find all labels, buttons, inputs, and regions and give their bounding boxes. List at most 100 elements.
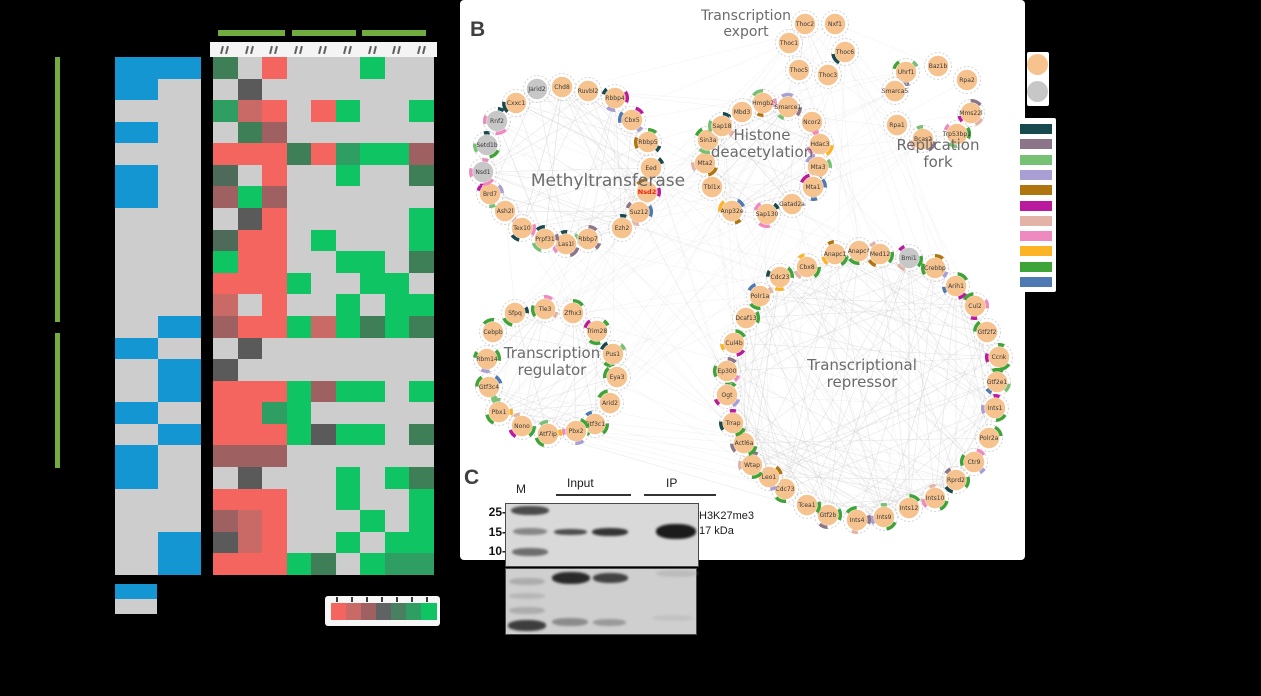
expression-heatmap-cell xyxy=(384,553,410,576)
arc-color-legend-swatch xyxy=(1020,277,1052,287)
expression-heatmap-cell xyxy=(409,186,435,209)
svg-text:Anp32e: Anp32e xyxy=(720,208,743,215)
color-scale-segment xyxy=(421,603,437,620)
network-node-rpa2: Rpa2 xyxy=(953,66,981,94)
network-node-rbbp5: Rbbp5 xyxy=(634,128,662,156)
expression-heatmap-cell xyxy=(409,423,435,446)
expression-heatmap-cell xyxy=(311,488,337,511)
svg-text:Gtf2e1: Gtf2e1 xyxy=(987,379,1008,386)
column-tick-mark xyxy=(298,45,303,55)
svg-text:Cul4b: Cul4b xyxy=(725,340,742,347)
expression-heatmap-cell xyxy=(335,445,361,468)
svg-text:Las1l: Las1l xyxy=(558,241,574,248)
svg-text:Tcea1: Tcea1 xyxy=(797,502,815,509)
svg-text:Wtap: Wtap xyxy=(744,462,760,469)
expression-heatmap-cell xyxy=(409,315,435,339)
binary-heatmap-cell xyxy=(157,402,201,425)
network-node-gtf2e1: Gtf2e1 xyxy=(983,368,1011,396)
svg-text:Ints4: Ints4 xyxy=(850,517,865,524)
expression-heatmap-cell xyxy=(409,467,435,490)
network-node-tex10: Tex10 xyxy=(508,214,536,242)
expression-heatmap-cell xyxy=(409,402,435,425)
network-node-med12: Med12 xyxy=(866,240,894,268)
expression-heatmap-cell xyxy=(360,402,386,425)
network-node-dcaf13: Dcaf13 xyxy=(732,304,761,332)
expression-heatmap-cell xyxy=(286,294,312,317)
blot-annotation-protein: H3K27me3 xyxy=(699,510,755,522)
binary-heatmap-cell xyxy=(115,164,158,187)
expression-heatmap-cell xyxy=(311,359,337,382)
expression-heatmap-cell xyxy=(360,57,386,80)
expression-heatmap-cell xyxy=(360,251,386,274)
binary-heatmap-cell xyxy=(115,100,158,123)
expression-heatmap-cell xyxy=(409,100,435,123)
mw-marker-label: 10- xyxy=(488,544,506,558)
network-node-rbbp4: Rbbp4 xyxy=(601,84,629,113)
expression-heatmap-cell xyxy=(311,229,337,252)
svg-text:Tle3: Tle3 xyxy=(538,306,552,313)
binary-heatmap-cell xyxy=(115,315,158,339)
binary-heatmap-cell xyxy=(157,208,201,231)
svg-text:Mta1: Mta1 xyxy=(805,184,820,191)
expression-heatmap-cell xyxy=(262,402,288,425)
expression-heatmap-cell xyxy=(286,445,312,468)
expression-heatmap-cell xyxy=(213,510,239,533)
network-node-thoc3: Thoc3 xyxy=(814,61,842,89)
svg-text:Setd1b: Setd1b xyxy=(476,142,497,149)
column-tick-mark xyxy=(293,45,298,55)
expression-heatmap-cell xyxy=(213,359,239,382)
expression-heatmap-cell xyxy=(335,423,361,446)
svg-text:Pbx1: Pbx1 xyxy=(492,409,507,416)
column-tick-mark xyxy=(318,45,323,55)
svg-text:Trim28: Trim28 xyxy=(586,328,608,335)
expression-heatmap-cell xyxy=(237,359,263,382)
network-node-anapc4: Anapc4 xyxy=(845,237,873,265)
column-tick-mark xyxy=(343,45,347,55)
expression-heatmap-cell xyxy=(286,488,312,511)
column-tick-mark xyxy=(416,45,421,55)
network-node-rpa1: Rpa1 xyxy=(883,111,911,139)
network-node-hmgb2: Hmgb2 xyxy=(749,88,777,117)
expression-heatmap-cell xyxy=(262,380,288,403)
panel-c-letter: C xyxy=(464,466,480,489)
marker-lane-label: M xyxy=(516,482,526,496)
expression-heatmap-cell xyxy=(335,100,361,123)
column-tick-mark xyxy=(367,45,372,55)
expression-heatmap-cell xyxy=(360,359,386,382)
protein-band xyxy=(656,524,696,539)
expression-heatmap-cell xyxy=(286,423,312,446)
color-scale-segment xyxy=(406,603,422,620)
expression-heatmap-cell xyxy=(286,337,312,360)
binary-heatmap-cell xyxy=(157,359,201,382)
expression-heatmap-cell xyxy=(335,186,361,209)
expression-heatmap-cell xyxy=(262,121,288,144)
expression-heatmap-cell xyxy=(262,208,288,231)
expression-heatmap-cell xyxy=(262,553,288,576)
expression-heatmap-cell xyxy=(237,315,263,339)
expression-heatmap-cell xyxy=(262,337,288,360)
expression-heatmap-cell xyxy=(213,164,239,187)
expression-heatmap-cell xyxy=(384,186,410,209)
binary-heatmap-cell xyxy=(157,186,201,209)
expression-heatmap-cell xyxy=(213,531,239,554)
network-node-tle3: Tle3 xyxy=(531,294,559,323)
svg-text:Nono: Nono xyxy=(514,423,530,430)
expression-heatmap-cell xyxy=(384,229,410,252)
network-node-mms22l: Mms22l xyxy=(957,99,985,127)
svg-text:Thoc3: Thoc3 xyxy=(818,72,837,79)
expression-heatmap-cell xyxy=(360,143,386,166)
expression-heatmap-cell xyxy=(409,531,435,554)
column-tick-mark xyxy=(249,45,254,55)
expression-heatmap-cell xyxy=(237,121,263,144)
svg-text:Polr2a: Polr2a xyxy=(980,435,999,442)
network-node-pbx2: Pbx2 xyxy=(562,417,590,445)
svg-text:Mms22l: Mms22l xyxy=(959,110,983,117)
expression-heatmap-cell xyxy=(262,488,288,511)
network-node-ash2l: Ash2l xyxy=(491,197,519,225)
svg-text:Anapc1: Anapc1 xyxy=(824,251,847,258)
expression-heatmap-cell xyxy=(213,272,239,295)
expression-heatmap-cell xyxy=(335,57,361,80)
svg-text:Ep300: Ep300 xyxy=(717,368,736,375)
expression-heatmap-cell xyxy=(384,359,410,382)
expression-heatmap-cell xyxy=(384,423,410,446)
